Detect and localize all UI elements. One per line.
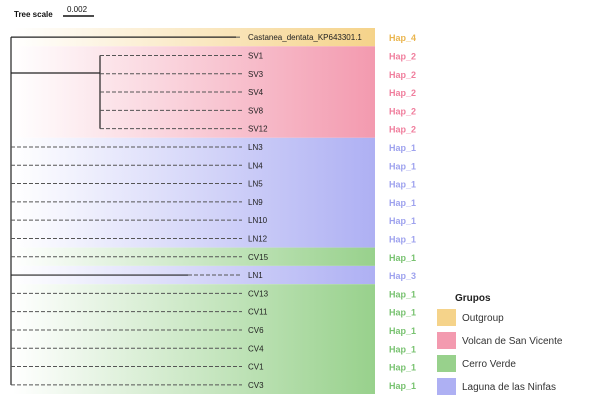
hap-label-sv3: Hap_2 bbox=[389, 70, 416, 80]
haplotype-labels: Hap_4 Hap_2 Hap_2 Hap_2 Hap_2 Hap_2 Hap_1 Hap_1… bbox=[389, 33, 416, 391]
hap-label-cv11: Hap_1 bbox=[389, 308, 416, 318]
legend-label-laguna-de-las-ninfas: Laguna de las Ninfas bbox=[462, 382, 556, 393]
legend-swatch-outgroup bbox=[437, 309, 456, 326]
tip-label-ln12: LN12 bbox=[248, 234, 268, 243]
legend-swatch-volcan-de-san-vicente bbox=[437, 332, 456, 349]
tree-scale-title: Tree scale bbox=[14, 10, 53, 19]
hap-label-sv4: Hap_2 bbox=[389, 88, 416, 98]
legend-swatch-cerro-verde bbox=[437, 355, 456, 372]
hap-label-cv4: Hap_1 bbox=[389, 344, 416, 354]
hap-label-castanea-dentata-kp643301-1: Hap_4 bbox=[389, 33, 416, 43]
hap-label-ln10: Hap_1 bbox=[389, 216, 416, 226]
tip-label-cv15: CV15 bbox=[248, 253, 269, 262]
tip-label-ln9: LN9 bbox=[248, 198, 263, 207]
tip-label-cv11: CV11 bbox=[248, 308, 268, 317]
tip-label-ln5: LN5 bbox=[248, 180, 263, 189]
hap-label-ln4: Hap_1 bbox=[389, 161, 416, 171]
legend-label-cerro-verde: Cerro Verde bbox=[462, 359, 516, 370]
tip-label-sv3: SV3 bbox=[248, 70, 264, 79]
hap-label-ln3: Hap_1 bbox=[389, 143, 416, 153]
hap-label-cv13: Hap_1 bbox=[389, 289, 416, 299]
tip-label-ln4: LN4 bbox=[248, 161, 263, 170]
tip-label-cv6: CV6 bbox=[248, 326, 264, 335]
legend: Grupos Outgroup Volcan de San Vicente Cerr… bbox=[437, 293, 563, 395]
tip-labels: Castanea_dentata_KP643301.1 SV1 SV3 SV4 SV8 S… bbox=[248, 33, 362, 390]
tip-label-ln10: LN10 bbox=[248, 216, 268, 225]
tip-label-cv3: CV3 bbox=[248, 381, 264, 390]
hap-label-ln1: Hap_3 bbox=[389, 271, 416, 281]
hap-label-ln12: Hap_1 bbox=[389, 234, 416, 244]
legend-label-volcan-de-san-vicente: Volcan de San Vicente bbox=[462, 336, 563, 347]
hap-label-cv3: Hap_1 bbox=[389, 381, 416, 391]
tree-scale-value: 0.002 bbox=[67, 5, 88, 14]
tip-label-cv1: CV1 bbox=[248, 363, 264, 372]
tip-label-cv13: CV13 bbox=[248, 289, 269, 298]
legend-swatch-laguna-de-las-ninfas bbox=[437, 378, 456, 395]
hap-label-sv1: Hap_2 bbox=[389, 51, 416, 61]
hap-label-ln5: Hap_1 bbox=[389, 180, 416, 190]
tip-label-cv4: CV4 bbox=[248, 344, 264, 353]
hap-label-sv12: Hap_2 bbox=[389, 125, 416, 135]
tip-label-sv4: SV4 bbox=[248, 88, 264, 97]
tip-label-sv12: SV12 bbox=[248, 125, 268, 134]
legend-label-outgroup: Outgroup bbox=[462, 313, 504, 324]
tip-label-ln3: LN3 bbox=[248, 143, 263, 152]
clade-backgrounds bbox=[13, 28, 375, 394]
tree-scale: Tree scale 0.002 bbox=[14, 5, 94, 19]
hap-label-sv8: Hap_2 bbox=[389, 106, 416, 116]
hap-label-cv6: Hap_1 bbox=[389, 326, 416, 336]
clade-band-laguna-de-las-ninfas bbox=[13, 137, 375, 248]
tree-branches bbox=[10, 36, 242, 386]
tip-label-ln1: LN1 bbox=[248, 271, 263, 280]
tip-label-sv8: SV8 bbox=[248, 106, 264, 115]
tip-label-sv1: SV1 bbox=[248, 51, 264, 60]
hap-label-ln9: Hap_1 bbox=[389, 198, 416, 208]
hap-label-cv1: Hap_1 bbox=[389, 363, 416, 373]
tip-label-castanea-dentata-kp643301-1: Castanea_dentata_KP643301.1 bbox=[248, 33, 362, 42]
hap-label-cv15: Hap_1 bbox=[389, 253, 416, 263]
legend-title: Grupos bbox=[455, 293, 491, 304]
clade-band-cerro-verde bbox=[13, 284, 375, 394]
